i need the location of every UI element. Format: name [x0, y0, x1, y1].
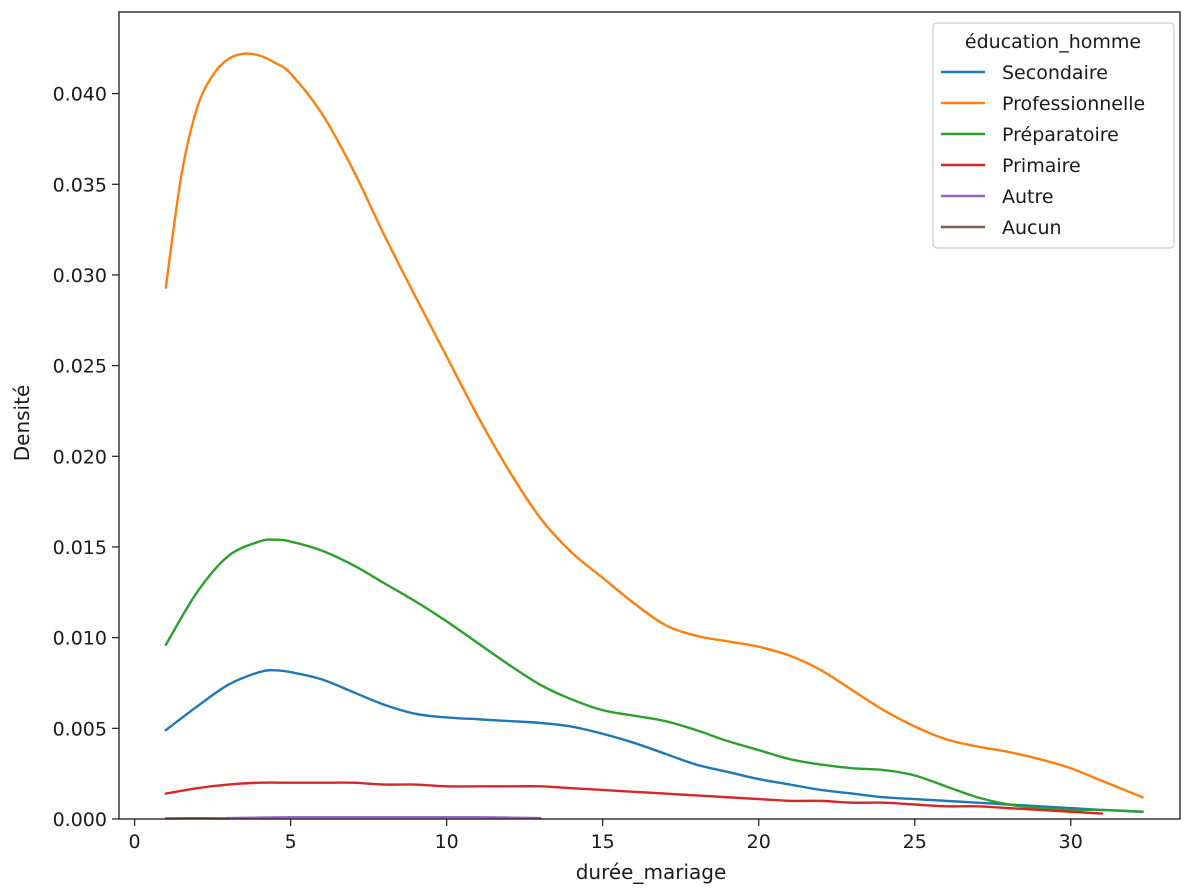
- legend: éducation_homme Secondaire Professionnell…: [932, 22, 1175, 249]
- legend-label: Aucun: [1002, 217, 1062, 239]
- x-tick-label: 20: [747, 831, 771, 853]
- y-tick-label: 0.025: [53, 356, 107, 378]
- y-axis: 0.000 0.005 0.010 0.015 0.020 0.025 0.030 0.035…: [53, 84, 119, 831]
- x-axis: 0 5 10 15 20 25 30: [129, 819, 1083, 853]
- y-tick-label: 0.040: [53, 84, 107, 106]
- x-tick-label: 25: [903, 831, 927, 853]
- y-tick-label: 0.000: [53, 809, 107, 831]
- series-line-2: [164, 52, 1144, 799]
- x-tick-label: 10: [435, 831, 459, 853]
- series-line-1: [164, 669, 1144, 813]
- legend-label: Professionnelle: [1002, 93, 1145, 115]
- legend-label: Secondaire: [1002, 62, 1108, 84]
- x-axis-label: durée_mariage: [576, 860, 727, 884]
- series-line-4: [164, 781, 1104, 815]
- y-tick-label: 0.035: [53, 174, 107, 196]
- legend-box: [932, 22, 1175, 249]
- y-tick-label: 0.010: [53, 628, 107, 650]
- x-tick-label: 30: [1059, 831, 1083, 853]
- y-tick-label: 0.030: [53, 265, 107, 287]
- x-tick-label: 0: [129, 831, 141, 853]
- x-tick-label: 15: [591, 831, 615, 853]
- legend-label: Primaire: [1002, 155, 1081, 177]
- y-tick-label: 0.005: [53, 718, 107, 740]
- series-line-3: [164, 538, 1144, 813]
- legend-label: Autre: [1002, 186, 1054, 208]
- plot-frame: [118, 11, 1181, 820]
- x-tick-label: 5: [285, 831, 297, 853]
- legend-title: éducation_homme: [965, 31, 1141, 53]
- legend-label: Préparatoire: [1002, 124, 1119, 146]
- legend-items: Secondaire Professionnelle Préparatoire Pri…: [941, 62, 1145, 239]
- series-line-5: [227, 815, 542, 820]
- y-axis-label: Densité: [10, 385, 34, 462]
- y-tick-label: 0.020: [53, 446, 107, 468]
- y-tick-label: 0.015: [53, 537, 107, 559]
